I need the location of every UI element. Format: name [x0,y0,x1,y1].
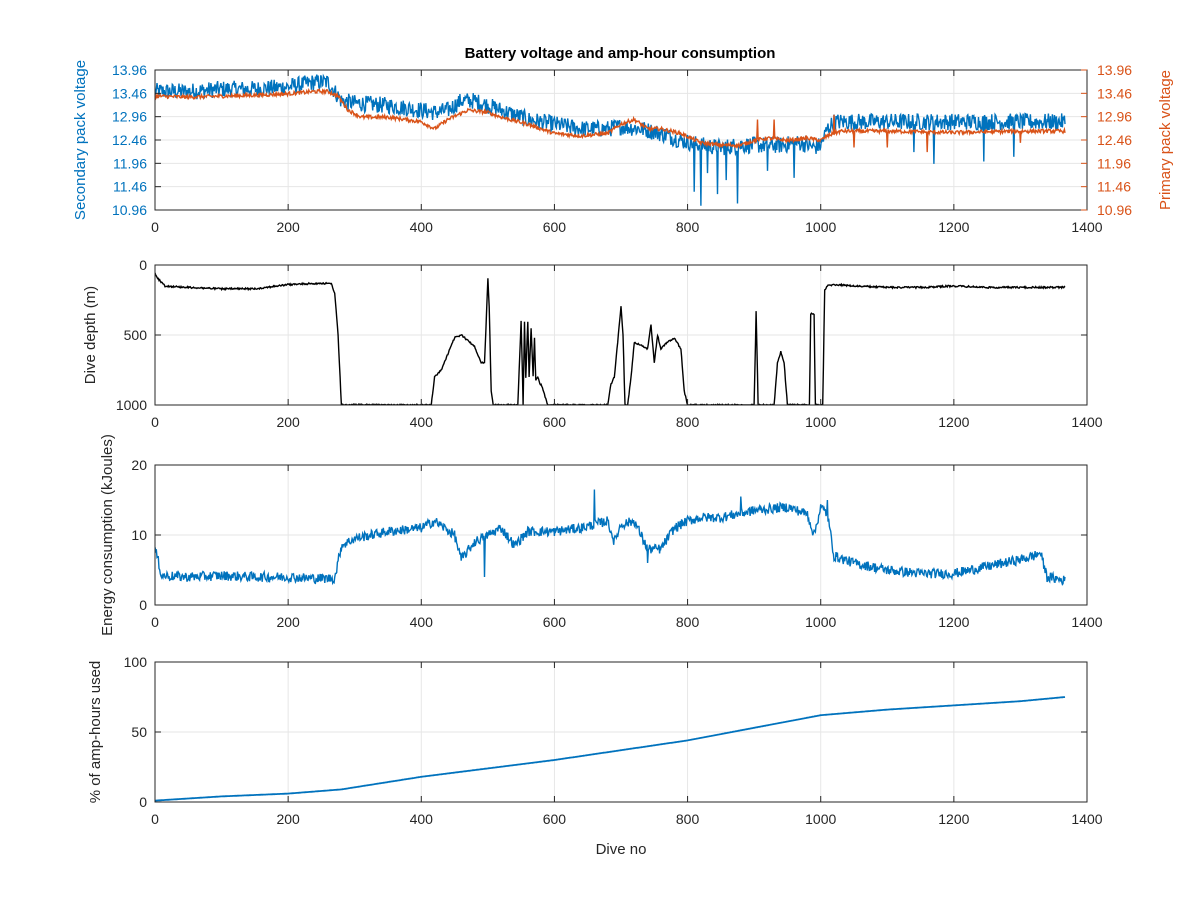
x-tick-label: 200 [276,414,300,430]
y-tick-right-label: 11.46 [1097,179,1131,195]
x-tick-label: 0 [151,414,159,430]
x-tick-label: 600 [543,811,567,827]
x-tick-label: 400 [410,614,434,630]
x-tick-label: 200 [276,614,300,630]
subplot-3: 0 200 400 600 800 1000 1200 1400 0 10 20 Energy con… [99,434,1103,636]
x-tick-label: 800 [676,614,700,630]
x-tick-label: 1200 [938,414,969,430]
subplots: 0 200 400 600 800 1000 1200 140010.9611.4611.96… [72,60,1174,858]
x-tick-label: 1000 [805,414,836,430]
x-tick-label: 800 [676,811,700,827]
x-tick-label: 1400 [1071,219,1102,235]
x-tick-label: 400 [410,811,434,827]
y-tick-label: 10.96 [112,202,147,218]
chart-title: Battery voltage and amp-hour consumption [465,45,776,62]
series-line-1 [155,272,1066,405]
x-tick-label: 800 [676,219,700,235]
subplot-4: 0 200 400 600 800 1000 1200 1400 0 50 100 % of amp-… [87,654,1103,858]
y-tick-label: 500 [124,327,148,343]
subplot-1: 0 200 400 600 800 1000 1200 140010.9611.4611.96… [72,60,1174,235]
y-axis-label: Dive depth (m) [82,286,99,384]
y-tick-right-label: 12.46 [1097,132,1132,148]
x-tick-label: 600 [543,614,567,630]
x-tick-label: 0 [151,614,159,630]
y-axis-label: Secondary pack voltage [72,60,89,220]
x-tick-label: 1000 [805,614,836,630]
y-tick-label: 13.96 [112,62,147,78]
y-tick-label: 10 [131,527,147,543]
x-tick-label: 0 [151,811,159,827]
x-tick-label: 0 [151,219,159,235]
y-tick-label: 100 [124,654,148,670]
y-tick-right-label: 13.96 [1097,62,1132,78]
y-tick-label: 0 [139,597,147,613]
y-tick-label: 13.46 [112,85,147,101]
y-tick-right-label: 10.96 [1097,202,1132,218]
y-tick-label: 12.96 [112,109,147,125]
subplot-2: 0 200 400 600 800 1000 1200 1400 0 500 1000 Dive de… [82,257,1103,430]
y-tick-label: 0 [139,257,147,273]
x-tick-label: 1400 [1071,414,1102,430]
y-tick-label: 11.96 [113,155,147,171]
y-tick-label: 12.46 [112,132,147,148]
y-axis-label: % of amp-hours used [87,661,104,804]
y-tick-right-label: 11.96 [1097,155,1131,171]
x-tick-label: 400 [410,219,434,235]
x-tick-label: 600 [543,219,567,235]
y-tick-label: 11.46 [113,179,147,195]
x-axis-label: Dive no [596,841,647,858]
x-tick-label: 1000 [805,219,836,235]
x-tick-label: 1200 [938,811,969,827]
series-line-2 [155,87,1066,153]
x-tick-label: 200 [276,811,300,827]
x-tick-label: 1200 [938,614,969,630]
x-tick-label: 200 [276,219,300,235]
y-tick-label: 20 [131,457,147,473]
x-tick-label: 1200 [938,219,969,235]
y-tick-label: 50 [131,724,147,740]
y-tick-label: 0 [139,794,147,810]
y-axis-label: Energy consumption (kJoules) [99,434,116,636]
y-axis-label-right: Primary pack voltage [1157,70,1174,210]
x-tick-label: 1000 [805,811,836,827]
x-tick-label: 600 [543,414,567,430]
y-tick-right-label: 13.46 [1097,85,1132,101]
series-line-1 [155,489,1066,586]
series-line-1 [155,696,1066,802]
x-tick-label: 1400 [1071,811,1102,827]
x-tick-label: 1400 [1071,614,1102,630]
y-tick-label: 1000 [116,397,147,413]
x-tick-label: 800 [676,414,700,430]
y-tick-right-label: 12.96 [1097,109,1132,125]
x-tick-label: 400 [410,414,434,430]
